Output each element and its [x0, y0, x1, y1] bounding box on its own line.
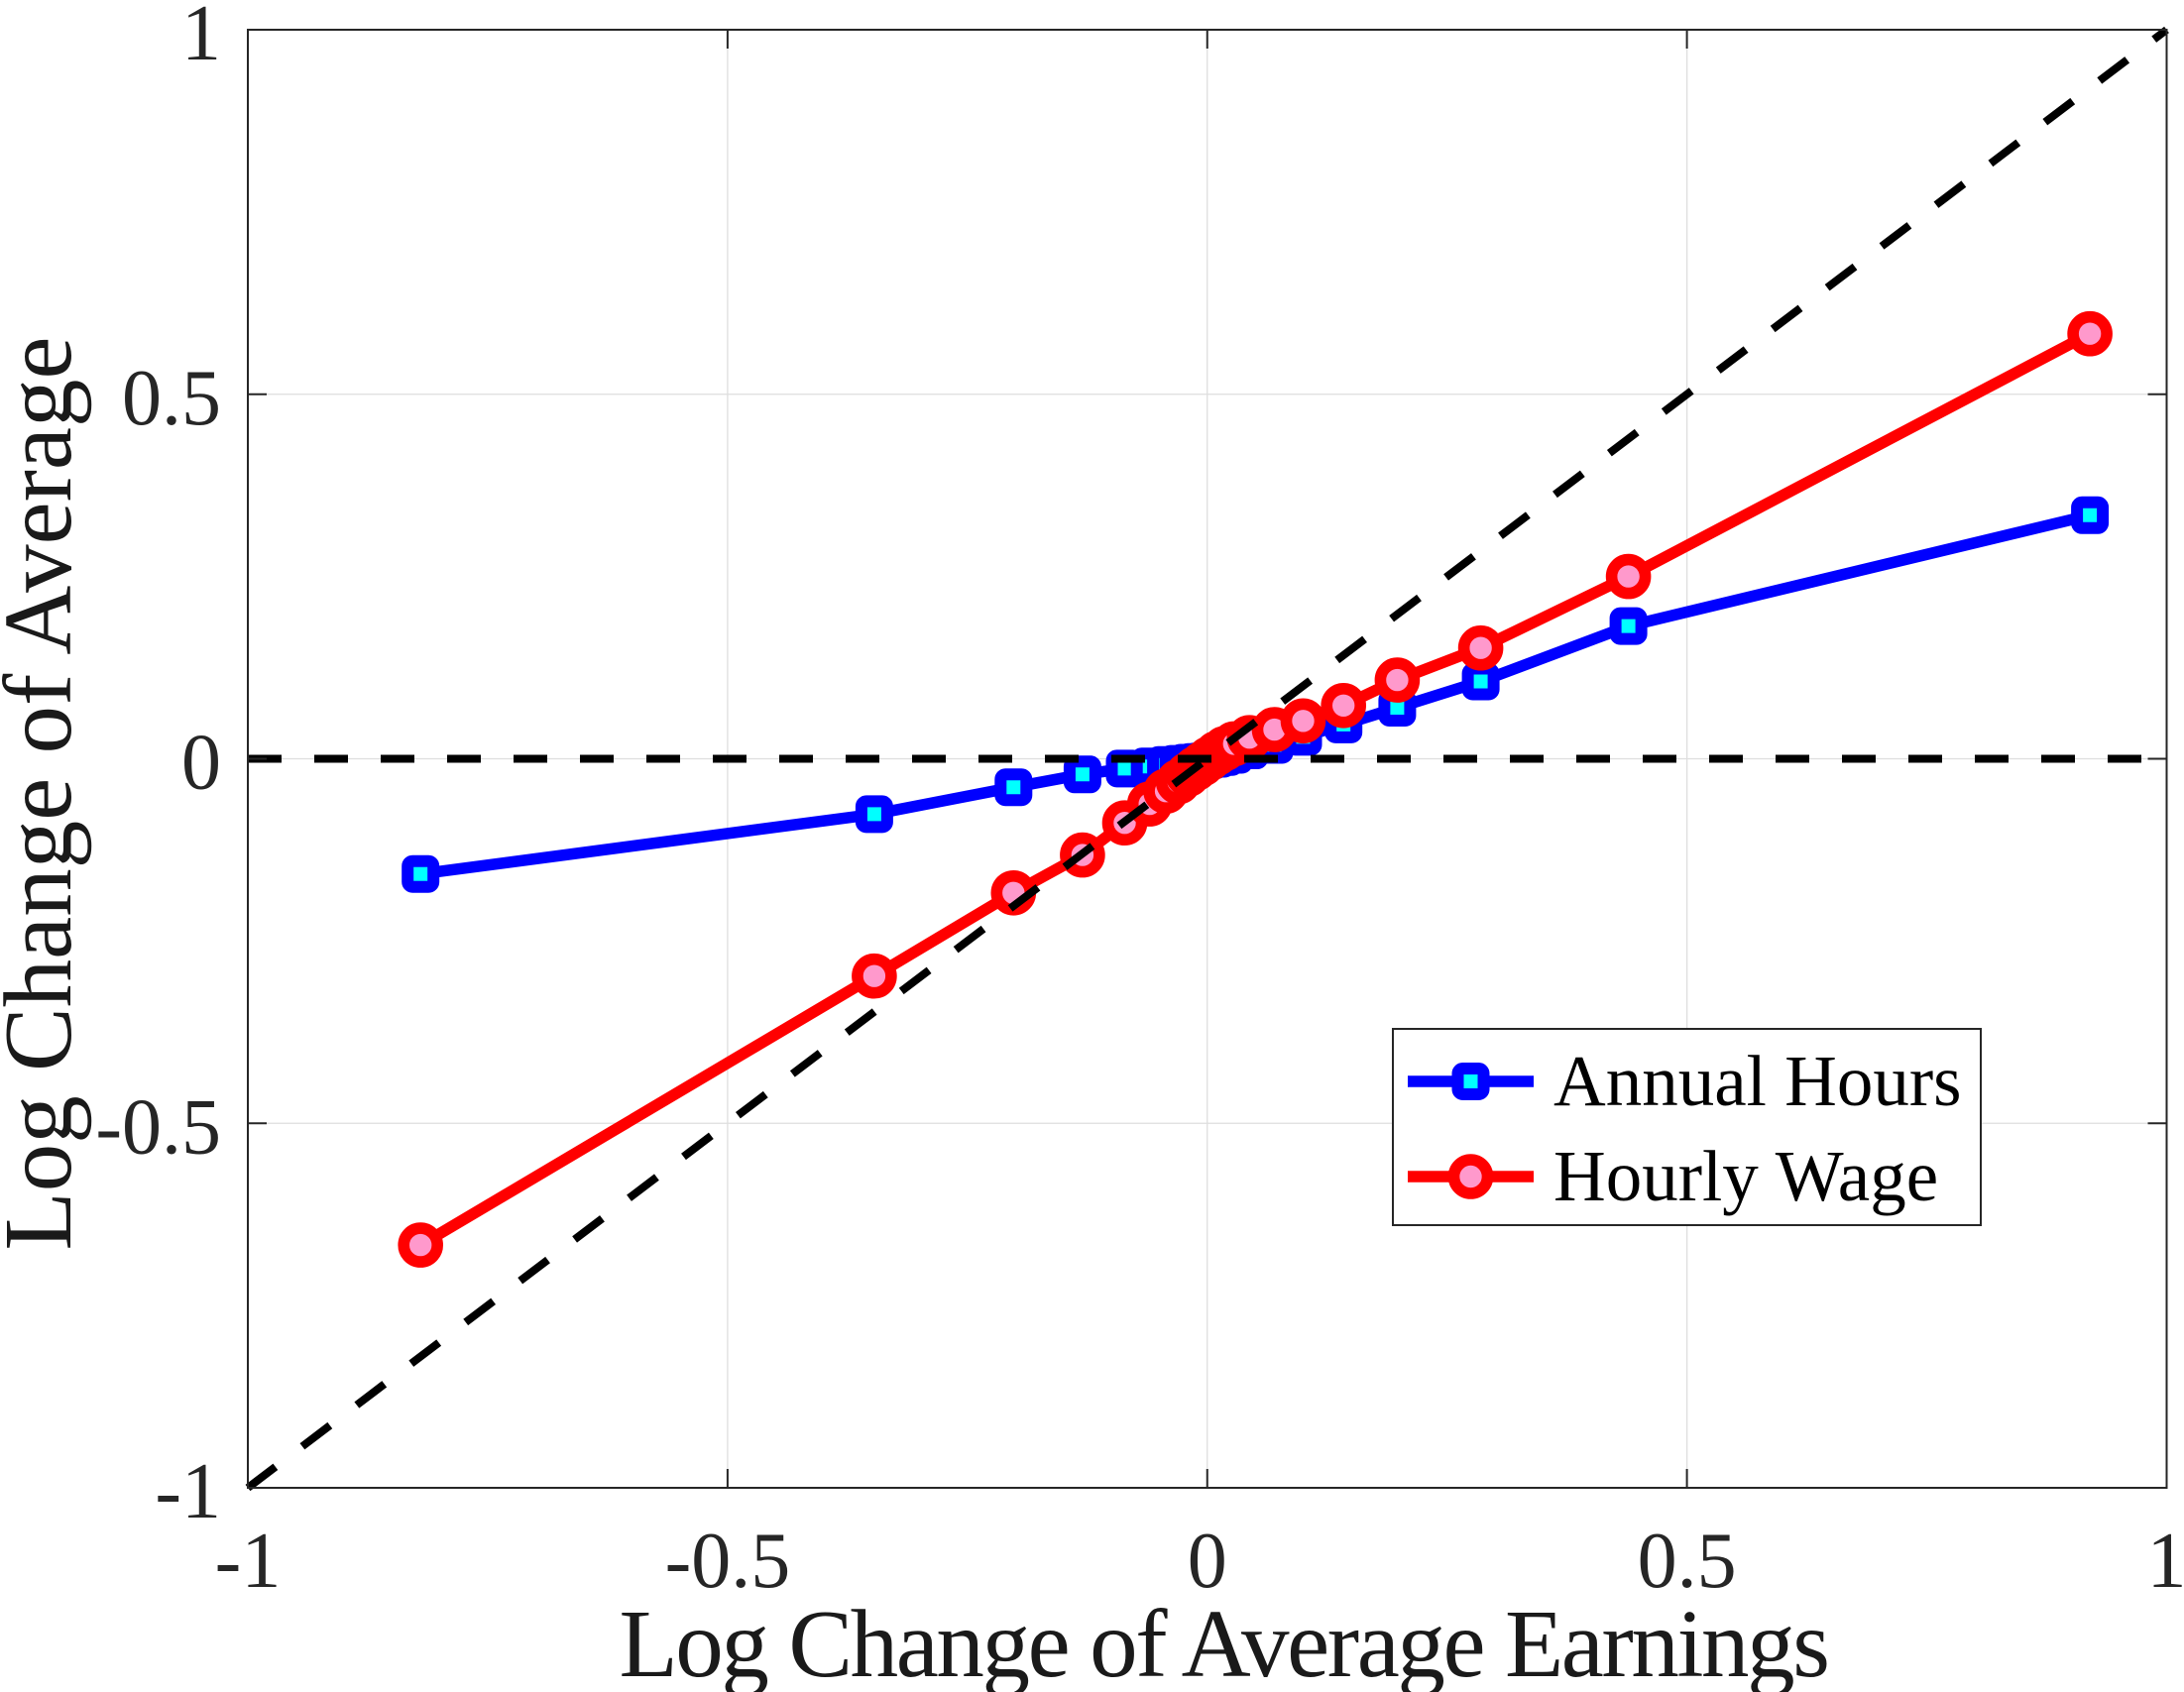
svg-text:Log Change of Average: Log Change of Average: [0, 336, 91, 1250]
svg-text:Log Change of Average Earnings: Log Change of Average Earnings: [619, 1591, 1827, 1692]
svg-text:-1: -1: [155, 1448, 221, 1535]
svg-text:-0.5: -0.5: [665, 1518, 791, 1605]
svg-text:1: 1: [181, 0, 221, 77]
svg-text:Hourly Wage: Hourly Wage: [1553, 1136, 1938, 1216]
svg-text:0: 0: [181, 720, 221, 807]
svg-text:0: 0: [1188, 1518, 1227, 1605]
svg-text:0.5: 0.5: [1638, 1518, 1737, 1605]
svg-text:-1: -1: [215, 1518, 282, 1605]
svg-text:1: 1: [2147, 1518, 2184, 1605]
svg-text:0.5: 0.5: [122, 355, 221, 442]
svg-text:-0.5: -0.5: [95, 1083, 221, 1171]
svg-text:Annual Hours: Annual Hours: [1553, 1041, 1962, 1121]
